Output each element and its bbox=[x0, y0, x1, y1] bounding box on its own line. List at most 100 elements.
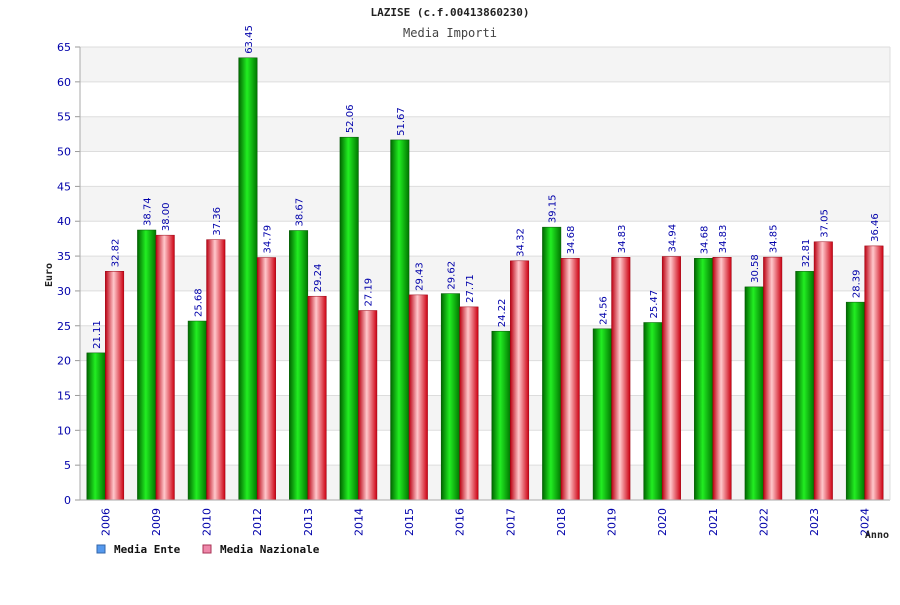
data-label-media-ente-2006: 21.11 bbox=[92, 320, 103, 349]
x-tick-label-2020: 2020 bbox=[656, 508, 669, 536]
x-tick-label-2013: 2013 bbox=[302, 508, 315, 536]
data-label-media-nazionale-2022: 34.85 bbox=[769, 224, 780, 253]
data-label-media-ente-2010: 25.68 bbox=[193, 288, 204, 317]
bar-media-nazionale-2016 bbox=[459, 306, 479, 501]
bar-media-nazionale-2024 bbox=[864, 245, 884, 501]
bar-media-nazionale-2009 bbox=[155, 234, 175, 501]
x-tick-label-2018: 2018 bbox=[555, 508, 568, 536]
data-label-media-ente-2017: 24.22 bbox=[497, 299, 508, 328]
x-tick-label-2014: 2014 bbox=[352, 508, 365, 536]
bar-media-ente-2013 bbox=[289, 230, 309, 501]
data-label-media-ente-2023: 32.81 bbox=[801, 239, 812, 268]
x-tick-label-2009: 2009 bbox=[150, 508, 163, 536]
y-tick-label: 15 bbox=[57, 389, 71, 402]
y-tick-label: 30 bbox=[57, 285, 71, 298]
data-label-media-nazionale-2012: 34.79 bbox=[262, 225, 273, 254]
bar-media-ente-2019 bbox=[592, 328, 612, 501]
y-tick-label: 35 bbox=[57, 250, 71, 263]
bar-media-ente-2024 bbox=[845, 301, 865, 501]
x-tick-label-2021: 2021 bbox=[707, 508, 720, 536]
legend-swatch-media-ente bbox=[96, 544, 106, 554]
bar-media-nazionale-2017 bbox=[510, 260, 530, 501]
y-tick-label: 0 bbox=[64, 494, 71, 507]
bar-media-ente-2022 bbox=[744, 286, 764, 501]
data-label-media-ente-2024: 28.39 bbox=[851, 270, 862, 299]
bar-media-nazionale-2015 bbox=[408, 294, 428, 501]
bar-media-nazionale-2020 bbox=[661, 256, 681, 501]
x-tick-label-2017: 2017 bbox=[504, 508, 517, 536]
data-label-media-ente-2021: 34.68 bbox=[700, 226, 711, 255]
data-label-media-nazionale-2009: 38.00 bbox=[161, 203, 172, 232]
bar-media-ente-2010 bbox=[187, 320, 207, 501]
data-label-media-nazionale-2020: 34.94 bbox=[667, 224, 678, 253]
bar-media-nazionale-2012 bbox=[256, 257, 276, 501]
bar-media-nazionale-2014 bbox=[358, 310, 378, 501]
bar-media-ente-2006 bbox=[86, 352, 106, 501]
bar-media-nazionale-2023 bbox=[813, 241, 833, 501]
y-tick-label: 65 bbox=[57, 41, 71, 54]
x-tick-label-2024: 2024 bbox=[859, 508, 872, 536]
data-label-media-nazionale-2017: 34.32 bbox=[516, 228, 527, 257]
data-label-media-ente-2016: 29.62 bbox=[446, 261, 457, 290]
bar-media-nazionale-2013 bbox=[307, 295, 327, 501]
x-tick-label-2006: 2006 bbox=[99, 508, 112, 536]
bar-media-ente-2009 bbox=[137, 229, 157, 501]
bar-media-ente-2015 bbox=[390, 139, 410, 501]
y-tick-label: 55 bbox=[57, 111, 71, 124]
data-label-media-nazionale-2016: 27.71 bbox=[465, 274, 476, 303]
data-label-media-ente-2012: 63.45 bbox=[244, 25, 255, 54]
grid-band bbox=[80, 186, 890, 222]
x-tick-label-2015: 2015 bbox=[403, 508, 416, 536]
bar-media-ente-2018 bbox=[542, 226, 562, 501]
legend: Media Ente Media Nazionale bbox=[96, 543, 320, 556]
data-label-media-nazionale-2015: 29.43 bbox=[414, 262, 425, 291]
bar-media-nazionale-2006 bbox=[105, 271, 125, 501]
legend-swatch-media-nazionale bbox=[202, 544, 212, 554]
y-tick-label: 25 bbox=[57, 320, 71, 333]
bar-media-nazionale-2019 bbox=[611, 257, 631, 501]
chart-subtitle: Media Importi bbox=[403, 26, 497, 40]
legend-label-media-ente: Media Ente bbox=[114, 543, 181, 556]
y-tick-label: 20 bbox=[57, 355, 71, 368]
y-tick-label: 10 bbox=[57, 424, 71, 437]
data-label-media-nazionale-2010: 37.36 bbox=[212, 207, 223, 236]
data-label-media-nazionale-2023: 37.05 bbox=[819, 209, 830, 238]
y-tick-label: 50 bbox=[57, 146, 71, 159]
data-label-media-nazionale-2019: 34.83 bbox=[617, 225, 628, 254]
grid-band bbox=[80, 47, 890, 82]
chart-title: LAZISE (c.f.00413860230) bbox=[371, 6, 530, 19]
bar-media-nazionale-2018 bbox=[560, 258, 580, 501]
bar-media-ente-2021 bbox=[694, 258, 714, 501]
data-label-media-nazionale-2018: 34.68 bbox=[566, 226, 577, 255]
x-tick-label-2010: 2010 bbox=[201, 508, 214, 536]
bar-media-nazionale-2022 bbox=[763, 256, 783, 501]
y-tick-label: 60 bbox=[57, 76, 71, 89]
data-label-media-nazionale-2013: 29.24 bbox=[313, 264, 324, 293]
bar-media-ente-2012 bbox=[238, 57, 258, 501]
bar-media-ente-2016 bbox=[440, 293, 460, 501]
grid-band bbox=[80, 116, 890, 152]
x-tick-label-2016: 2016 bbox=[454, 508, 467, 536]
y-tick-label: 45 bbox=[57, 180, 71, 193]
data-label-media-ente-2020: 25.47 bbox=[649, 290, 660, 319]
x-tick-label-2022: 2022 bbox=[757, 508, 770, 536]
y-axis-label: Euro bbox=[44, 263, 55, 287]
y-tick-label: 40 bbox=[57, 215, 71, 228]
data-label-media-ente-2013: 38.67 bbox=[295, 198, 306, 227]
x-axis-label: Anno bbox=[865, 530, 889, 541]
x-tick-label-2023: 2023 bbox=[808, 508, 821, 536]
data-label-media-ente-2009: 38.74 bbox=[143, 197, 154, 226]
y-tick-label: 5 bbox=[64, 459, 71, 472]
bar-media-ente-2023 bbox=[795, 271, 815, 501]
data-label-media-ente-2018: 39.15 bbox=[548, 195, 559, 224]
data-label-media-ente-2015: 51.67 bbox=[396, 107, 407, 136]
bar-media-nazionale-2010 bbox=[206, 239, 226, 501]
data-label-media-nazionale-2024: 36.46 bbox=[870, 213, 881, 242]
bar-media-ente-2014 bbox=[339, 136, 359, 501]
data-label-media-ente-2014: 52.06 bbox=[345, 105, 356, 134]
data-label-media-nazionale-2006: 32.82 bbox=[111, 239, 122, 268]
x-tick-label-2019: 2019 bbox=[606, 508, 619, 536]
x-tick-label-2012: 2012 bbox=[251, 508, 264, 536]
bar-media-nazionale-2021 bbox=[712, 257, 732, 501]
